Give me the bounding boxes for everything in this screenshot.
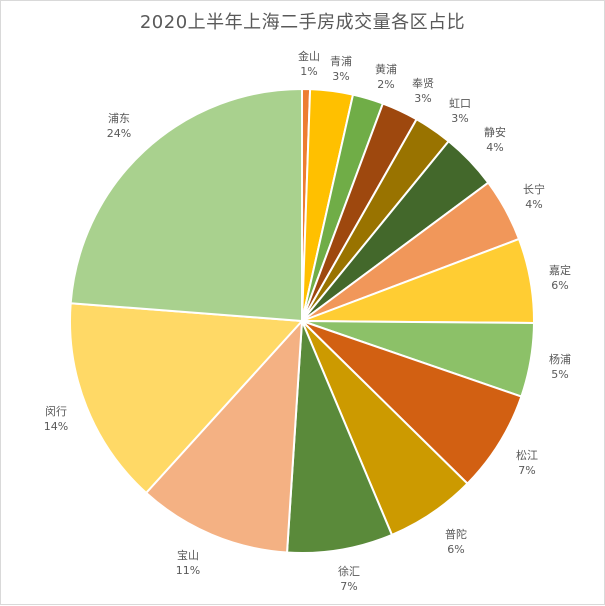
pie-slice <box>301 320 523 485</box>
slice-category: 黄浦 <box>375 63 397 76</box>
slice-category: 静安 <box>484 126 506 139</box>
pie-slice <box>69 302 303 494</box>
slice-category: 徐汇 <box>338 565 360 578</box>
slice-percent: 11% <box>175 564 201 577</box>
slice-percent: 5% <box>551 368 569 381</box>
slice-percent: 3% <box>414 92 432 105</box>
slice-label: 虹口 3% <box>449 96 471 126</box>
chart-title: 2020上半年上海二手房成交量各区占比 <box>139 12 466 33</box>
pie-slice <box>69 88 303 322</box>
slice-label: 青浦 3% <box>330 54 352 84</box>
slice-percent: 4% <box>525 198 543 211</box>
pie-slice <box>145 320 303 554</box>
slice-label: 浦东 24% <box>107 111 131 141</box>
slice-category: 长宁 <box>523 183 545 196</box>
pie-slice <box>286 320 393 554</box>
slice-percent: 6% <box>447 543 465 556</box>
slice-percent: 6% <box>551 279 569 292</box>
slice-label: 闵行 14% <box>44 404 68 434</box>
slice-percent: 3% <box>332 70 350 83</box>
slice-category: 金山 <box>298 50 320 63</box>
slice-category: 嘉定 <box>549 264 571 277</box>
slice-percent: 4% <box>486 141 504 154</box>
slice-label: 嘉定 6% <box>549 263 571 293</box>
slice-label: 松江 7% <box>516 448 538 478</box>
slice-label: 徐汇 7% <box>338 564 360 594</box>
slice-category: 松江 <box>516 449 538 462</box>
slice-percent: 1% <box>300 65 318 78</box>
slice-label: 杨浦 5% <box>549 352 571 382</box>
slice-category: 浦东 <box>107 112 130 125</box>
slice-category: 虹口 <box>449 97 471 110</box>
slice-percent: 3% <box>451 112 469 125</box>
slice-category: 宝山 <box>176 549 199 562</box>
slice-category: 奉贤 <box>412 77 434 90</box>
slice-category: 普陀 <box>445 528 467 541</box>
slice-label: 长宁 4% <box>523 182 545 212</box>
slice-label: 宝山 11% <box>176 548 200 578</box>
slice-label: 静安 4% <box>484 125 506 155</box>
slice-label: 金山 1% <box>298 49 320 79</box>
slice-percent: 14% <box>43 420 69 433</box>
slice-category: 闵行 <box>44 405 67 418</box>
slice-percent: 7% <box>518 464 536 477</box>
slice-category: 青浦 <box>330 55 352 68</box>
slice-percent: 2% <box>377 78 395 91</box>
slice-label: 黄浦 2% <box>375 62 397 92</box>
slice-percent: 24% <box>106 127 132 140</box>
slice-percent: 7% <box>340 580 358 593</box>
slice-label: 奉贤 3% <box>412 76 434 106</box>
slice-category: 杨浦 <box>549 353 571 366</box>
slice-label: 普陀 6% <box>445 527 467 557</box>
